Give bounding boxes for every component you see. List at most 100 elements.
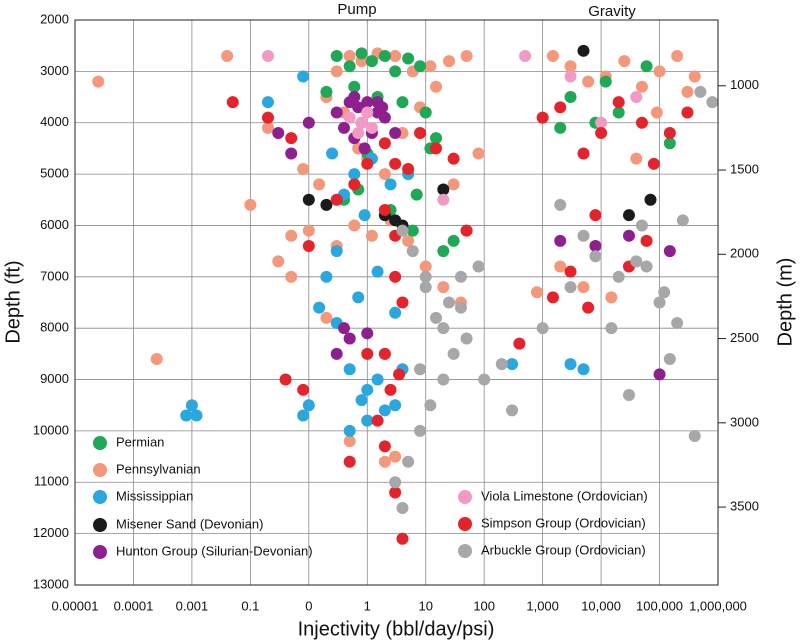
data-point bbox=[635, 116, 648, 129]
data-point bbox=[320, 270, 333, 283]
data-point bbox=[313, 178, 326, 191]
data-point bbox=[506, 358, 519, 371]
data-point bbox=[361, 347, 374, 360]
x-tick-label: 1,000,000 bbox=[689, 598, 747, 613]
data-point bbox=[343, 424, 356, 437]
data-point bbox=[371, 96, 384, 109]
data-point bbox=[348, 80, 361, 93]
data-point bbox=[396, 532, 409, 545]
y-tick-label: 3000 bbox=[40, 63, 69, 78]
data-point bbox=[599, 75, 612, 88]
data-point bbox=[302, 399, 315, 412]
annotation: Pump bbox=[337, 1, 376, 18]
data-point bbox=[297, 383, 310, 396]
data-point bbox=[338, 322, 351, 335]
y2-tick-label: 3500 bbox=[730, 499, 759, 514]
data-point bbox=[185, 399, 198, 412]
data-point bbox=[226, 96, 239, 109]
data-point bbox=[330, 193, 343, 206]
data-point bbox=[519, 49, 532, 62]
legend-swatch bbox=[93, 436, 107, 450]
data-point bbox=[663, 353, 676, 365]
data-point bbox=[272, 127, 285, 139]
data-point bbox=[389, 450, 402, 463]
data-point bbox=[389, 486, 402, 499]
data-point bbox=[635, 219, 648, 232]
data-point bbox=[389, 306, 402, 319]
data-point bbox=[424, 399, 437, 412]
data-point bbox=[460, 224, 473, 237]
data-point bbox=[313, 301, 326, 314]
data-point bbox=[378, 404, 391, 417]
data-point bbox=[396, 296, 409, 309]
data-point bbox=[447, 234, 460, 247]
data-point bbox=[320, 85, 333, 98]
x-tick-label: 1,000 bbox=[526, 598, 559, 613]
data-point bbox=[437, 281, 450, 294]
data-point bbox=[663, 127, 676, 139]
data-point bbox=[261, 96, 274, 109]
legend-label: Pennsylvanian bbox=[116, 461, 201, 476]
data-point bbox=[644, 193, 657, 206]
data-point bbox=[371, 373, 384, 386]
data-point bbox=[442, 55, 455, 68]
data-point bbox=[396, 96, 409, 109]
data-point bbox=[577, 229, 590, 242]
data-point bbox=[414, 424, 427, 437]
data-point bbox=[285, 229, 298, 242]
data-point bbox=[447, 347, 460, 360]
data-point bbox=[355, 47, 368, 60]
data-point bbox=[640, 60, 653, 73]
data-point bbox=[361, 96, 374, 109]
data-point bbox=[302, 193, 315, 206]
data-point bbox=[378, 49, 391, 62]
data-point bbox=[647, 157, 660, 170]
data-point bbox=[261, 121, 274, 134]
data-point bbox=[261, 111, 274, 124]
data-point bbox=[361, 327, 374, 340]
data-point bbox=[640, 234, 653, 247]
data-point bbox=[261, 49, 274, 62]
data-point bbox=[622, 229, 635, 242]
data-point bbox=[630, 91, 643, 104]
data-point bbox=[618, 55, 631, 68]
data-point bbox=[348, 91, 361, 104]
data-point bbox=[530, 286, 543, 299]
x-tick-label: 0 bbox=[305, 598, 312, 613]
x-tick-label: 0.1 bbox=[241, 598, 259, 613]
data-point bbox=[330, 49, 343, 62]
data-point bbox=[365, 229, 378, 242]
data-point bbox=[671, 317, 684, 330]
y2-tick-label: 2000 bbox=[730, 246, 759, 261]
data-point bbox=[326, 147, 339, 160]
data-point bbox=[564, 358, 577, 371]
data-point bbox=[378, 168, 391, 181]
data-point bbox=[582, 301, 595, 314]
data-point bbox=[437, 373, 450, 386]
data-point bbox=[330, 245, 343, 258]
data-point bbox=[630, 152, 643, 165]
legend-swatch bbox=[93, 490, 107, 504]
data-point bbox=[437, 322, 450, 335]
data-point bbox=[630, 255, 643, 268]
y-tick-label: 13000 bbox=[33, 576, 69, 591]
data-point bbox=[279, 373, 292, 386]
data-point bbox=[622, 388, 635, 401]
data-point bbox=[414, 363, 427, 376]
data-point bbox=[478, 373, 491, 386]
data-point bbox=[378, 347, 391, 360]
data-point bbox=[389, 270, 402, 283]
x-tick-label: 100 bbox=[473, 598, 495, 613]
data-point bbox=[546, 49, 559, 62]
data-point bbox=[330, 106, 343, 119]
data-point bbox=[564, 60, 577, 73]
data-point bbox=[437, 193, 450, 206]
data-point bbox=[671, 49, 684, 62]
data-point bbox=[605, 322, 618, 335]
data-point bbox=[402, 455, 415, 468]
y-tick-label: 11000 bbox=[34, 474, 69, 489]
data-point bbox=[378, 455, 391, 468]
y-axis-title: Depth (ft) bbox=[2, 260, 24, 343]
data-point bbox=[612, 96, 625, 109]
